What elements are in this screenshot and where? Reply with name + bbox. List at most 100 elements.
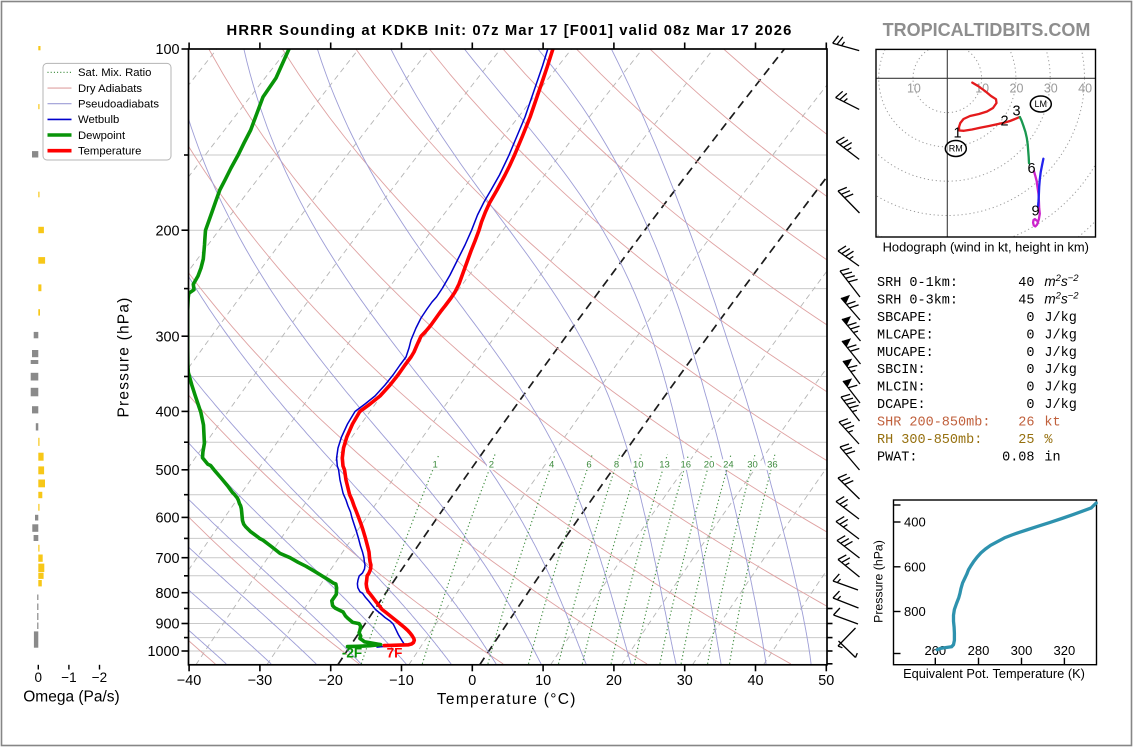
svg-text:Pressure (hPa): Pressure (hPa) — [872, 540, 886, 623]
svg-text:Omega (Pa/s): Omega (Pa/s) — [23, 689, 119, 706]
svg-text:0: 0 — [1026, 328, 1034, 343]
svg-text:SRH 0-3km:: SRH 0-3km: — [877, 293, 958, 308]
svg-text:%: % — [1044, 433, 1053, 448]
svg-text:900: 900 — [155, 617, 179, 633]
svg-text:30: 30 — [677, 673, 693, 689]
svg-text:J/kg: J/kg — [1044, 346, 1076, 361]
svg-text:Temperature: Temperature — [78, 146, 141, 158]
svg-text:40: 40 — [747, 673, 763, 689]
svg-text:600: 600 — [155, 511, 179, 527]
svg-text:700: 700 — [155, 551, 179, 567]
svg-text:6: 6 — [1027, 161, 1035, 177]
svg-text:0: 0 — [1026, 398, 1034, 413]
svg-text:Dewpoint: Dewpoint — [78, 130, 126, 142]
svg-text:TROPICALTIDBITS.COM: TROPICALTIDBITS.COM — [883, 20, 1091, 40]
svg-text:−30: −30 — [248, 673, 272, 689]
svg-text:800: 800 — [155, 586, 179, 602]
svg-text:20: 20 — [1010, 82, 1024, 96]
svg-text:10: 10 — [907, 82, 921, 96]
svg-text:600: 600 — [904, 559, 926, 574]
svg-text:800: 800 — [904, 604, 926, 619]
svg-text:20: 20 — [606, 673, 622, 689]
svg-text:300: 300 — [155, 329, 179, 345]
svg-text:-2F: -2F — [342, 646, 362, 661]
svg-text:kt: kt — [1044, 416, 1060, 431]
svg-text:0: 0 — [468, 673, 476, 689]
svg-text:400: 400 — [904, 515, 926, 530]
svg-text:MLCIN:: MLCIN: — [877, 381, 926, 396]
svg-text:26: 26 — [1018, 416, 1034, 431]
svg-text:300: 300 — [1011, 643, 1033, 658]
svg-text:25: 25 — [1018, 433, 1034, 448]
svg-text:Temperature (°C): Temperature (°C) — [437, 691, 577, 708]
svg-text:8: 8 — [614, 460, 619, 471]
svg-text:1: 1 — [432, 460, 437, 471]
svg-text:500: 500 — [155, 463, 179, 479]
svg-text:40: 40 — [1078, 82, 1092, 96]
svg-text:10: 10 — [633, 460, 644, 471]
svg-text:3: 3 — [1012, 104, 1020, 120]
svg-text:RH 300-850mb:: RH 300-850mb: — [877, 433, 982, 448]
svg-text:9: 9 — [1031, 204, 1039, 220]
svg-text:50: 50 — [818, 673, 834, 689]
svg-text:RM: RM — [949, 144, 963, 154]
svg-text:0: 0 — [1026, 311, 1034, 326]
svg-text:260: 260 — [924, 643, 946, 658]
svg-text:100: 100 — [155, 42, 179, 58]
svg-text:6: 6 — [586, 460, 591, 471]
svg-text:Pressure (hPa): Pressure (hPa) — [116, 296, 133, 417]
svg-text:in: in — [1044, 451, 1060, 466]
svg-text:DCAPE:: DCAPE: — [877, 398, 926, 413]
svg-text:16: 16 — [681, 460, 692, 471]
svg-text:SBCAPE:: SBCAPE: — [877, 311, 934, 326]
svg-text:2: 2 — [1000, 114, 1008, 130]
svg-text:Hodograph (wind in kt, height: Hodograph (wind in kt, height in km) — [883, 240, 1089, 255]
svg-text:J/kg: J/kg — [1044, 328, 1076, 343]
svg-text:0: 0 — [1026, 363, 1034, 378]
svg-text:−20: −20 — [318, 673, 342, 689]
svg-text:SHR 200-850mb:: SHR 200-850mb: — [877, 416, 990, 431]
svg-text:−2: −2 — [92, 670, 107, 685]
svg-text:1: 1 — [953, 126, 961, 142]
svg-text:24: 24 — [723, 460, 734, 471]
svg-text:45: 45 — [1018, 293, 1034, 308]
svg-text:LM: LM — [1035, 99, 1048, 109]
svg-text:Pseudoadiabats: Pseudoadiabats — [78, 99, 159, 111]
svg-text:0: 0 — [35, 670, 43, 685]
svg-text:400: 400 — [155, 405, 179, 421]
svg-text:Equivalent Pot. Temperature (K: Equivalent Pot. Temperature (K) — [903, 666, 1085, 681]
svg-text:J/kg: J/kg — [1044, 311, 1076, 326]
svg-text:200: 200 — [155, 223, 179, 239]
svg-text:Dry Adiabats: Dry Adiabats — [78, 83, 142, 95]
svg-text:−40: −40 — [177, 673, 201, 689]
svg-text:J/kg: J/kg — [1044, 381, 1076, 396]
svg-text:J/kg: J/kg — [1044, 398, 1076, 413]
svg-text:−1: −1 — [61, 670, 76, 685]
svg-text:7F: 7F — [387, 646, 403, 661]
svg-text:PWAT:: PWAT: — [877, 451, 918, 466]
svg-text:0.08: 0.08 — [1002, 451, 1034, 466]
svg-text:SBCIN:: SBCIN: — [877, 363, 926, 378]
svg-text:10: 10 — [535, 673, 551, 689]
svg-text:0: 0 — [1026, 381, 1034, 396]
svg-text:0: 0 — [1026, 346, 1034, 361]
svg-text:280: 280 — [968, 643, 990, 658]
svg-text:HRRR Sounding at KDKB Init: 07: HRRR Sounding at KDKB Init: 07z Mar 17 [… — [227, 23, 793, 39]
svg-text:1000: 1000 — [147, 644, 179, 660]
svg-text:320: 320 — [1054, 643, 1076, 658]
svg-text:40: 40 — [1018, 276, 1034, 291]
svg-text:30: 30 — [1044, 82, 1058, 96]
svg-text:20: 20 — [704, 460, 715, 471]
svg-text:J/kg: J/kg — [1044, 363, 1076, 378]
svg-text:4: 4 — [549, 460, 554, 471]
svg-text:MLCAPE:: MLCAPE: — [877, 328, 934, 343]
svg-text:36: 36 — [767, 460, 778, 471]
svg-text:2: 2 — [489, 460, 494, 471]
svg-text:13: 13 — [659, 460, 670, 471]
svg-text:Wetbulb: Wetbulb — [78, 114, 119, 126]
svg-text:MUCAPE:: MUCAPE: — [877, 346, 934, 361]
svg-text:−10: −10 — [389, 673, 413, 689]
svg-text:30: 30 — [747, 460, 758, 471]
svg-text:Sat. Mix. Ratio: Sat. Mix. Ratio — [78, 67, 151, 79]
svg-text:SRH 0-1km:: SRH 0-1km: — [877, 276, 958, 291]
